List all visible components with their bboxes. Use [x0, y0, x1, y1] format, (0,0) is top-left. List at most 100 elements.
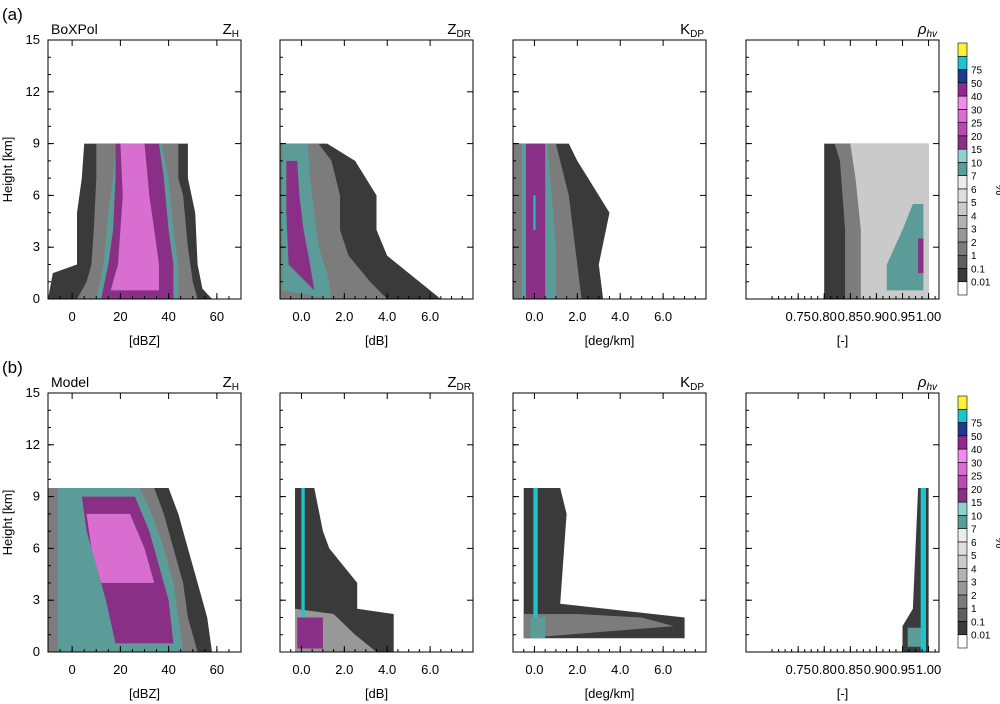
x-tick-label: 6.0 — [654, 309, 672, 324]
y-tick-label: 6 — [33, 187, 40, 202]
x-tick-label: 0.90 — [864, 309, 889, 324]
x-tick-label: 0.75 — [786, 662, 811, 677]
colorbar-box — [957, 135, 968, 150]
colorbar-box — [957, 188, 968, 203]
colorbar-box — [957, 448, 968, 463]
contour-band-75 — [533, 195, 536, 230]
x-tick-label: 40 — [161, 662, 175, 677]
colorbar-label: 1 — [971, 604, 977, 615]
panel-frames — [47, 39, 940, 653]
contour-band-7 — [530, 617, 546, 639]
colorbar-label: 40 — [971, 445, 983, 456]
colorbar-label: 40 — [971, 92, 983, 103]
y-tick-label: 0 — [33, 644, 40, 659]
colorbar-label: 50 — [971, 79, 983, 90]
y-tick-label: 6 — [33, 540, 40, 555]
colorbar-label: 0.01 — [971, 631, 991, 642]
x-tick-label: 4.0 — [378, 662, 396, 677]
y-axis-title: Height [km] — [0, 490, 15, 556]
colorbar-box — [957, 435, 968, 450]
colorbar-box — [957, 408, 968, 423]
colorbar-box — [957, 281, 968, 296]
colorbar-label: 6 — [971, 185, 977, 196]
contour-band-75 — [920, 488, 926, 652]
variable-label: KDP — [680, 21, 704, 40]
x-axis-title: [dBZ] — [129, 333, 160, 348]
colorbar-box — [957, 422, 968, 437]
contour-band-25 — [86, 513, 155, 583]
colorbar-box — [957, 82, 968, 97]
colorbar-box — [957, 607, 968, 622]
colorbar-box — [957, 568, 968, 582]
source-label: BoXPol — [51, 21, 98, 37]
x-tick-label: 4.0 — [611, 662, 629, 677]
colorbar-box — [957, 175, 968, 190]
panel-contours-1-0 — [48, 488, 212, 652]
colorbar-label: 7 — [971, 525, 977, 536]
panel-contours-0-3 — [824, 143, 929, 299]
colorbar-box — [957, 554, 968, 569]
panel-contours-0-2 — [513, 143, 610, 299]
variable-label: ρhv — [917, 21, 938, 40]
x-tick-label: 0.0 — [292, 662, 310, 677]
colorbar-box — [957, 634, 968, 649]
x-axis-title: [-] — [837, 686, 849, 701]
x-tick-label: 6.0 — [421, 662, 439, 677]
x-tick-label: 0.0 — [292, 309, 310, 324]
colorbar-label: 2 — [971, 238, 977, 249]
colorbar-box — [957, 228, 968, 243]
x-tick-label: 2.0 — [568, 309, 586, 324]
colorbar-label: 15 — [971, 498, 983, 509]
contour-band-0_01 — [523, 488, 685, 639]
colorbar-box — [957, 254, 968, 269]
panel-contours-1-2 — [523, 488, 685, 639]
x-tick-label: 1.00 — [916, 309, 941, 324]
colorbar-box — [957, 201, 968, 216]
y-tick-label: 3 — [33, 239, 40, 254]
colorbar-unit: % — [993, 537, 1000, 549]
y-tick-label: 3 — [33, 592, 40, 607]
colorbar-box — [957, 122, 968, 137]
variable-label: ZDR — [447, 21, 471, 40]
colorbar-label: 3 — [971, 225, 977, 236]
colorbar-label: 15 — [971, 145, 983, 156]
x-tick-label: 0.95 — [890, 309, 915, 324]
x-tick-label: 0.85 — [838, 309, 863, 324]
panel-contours-1-3 — [902, 488, 929, 652]
x-tick-label: 2.0 — [335, 662, 353, 677]
contour-band-40 — [295, 195, 300, 230]
x-tick-label: 4.0 — [378, 309, 396, 324]
colorbar-box — [957, 594, 968, 609]
colorbar-label: 5 — [971, 198, 977, 209]
contour-band-15 — [525, 143, 546, 299]
colorbar-label: 7 — [971, 172, 977, 183]
x-tick-label: 60 — [210, 662, 224, 677]
colorbar-box — [957, 55, 968, 70]
variable-label: KDP — [680, 374, 704, 393]
colorbar-box — [957, 475, 968, 490]
colorbar-box — [957, 621, 968, 636]
contour-band-15 — [286, 160, 315, 291]
variable-label: ρhv — [917, 374, 938, 393]
panel-frame-0-3 — [745, 39, 940, 300]
x-tick-label: 0.80 — [812, 662, 837, 677]
panel-contours-0-0 — [48, 143, 212, 299]
contour-fills — [48, 143, 929, 652]
colorbar-label: 75 — [971, 66, 983, 77]
y-tick-label: 15 — [26, 32, 40, 47]
colorbar-box — [957, 109, 968, 123]
colorbar-label: 5 — [971, 551, 977, 562]
colorbar-label: 2 — [971, 591, 977, 602]
y-tick-label: 12 — [26, 437, 40, 452]
x-axis-title: [dB] — [365, 333, 388, 348]
contour-band-7 — [886, 204, 924, 291]
colorbar-label: 25 — [971, 472, 983, 483]
contour-band-25 — [110, 143, 159, 291]
colorbar-label: 0.01 — [971, 278, 991, 289]
y-axis-title: Height [km] — [0, 137, 15, 203]
colorbar-unit: % — [993, 184, 1000, 196]
x-axis-title: [-] — [837, 333, 849, 348]
x-tick-label: 0.0 — [525, 662, 543, 677]
x-tick-label: 0 — [69, 662, 76, 677]
colorbar-label: 4 — [971, 564, 977, 575]
